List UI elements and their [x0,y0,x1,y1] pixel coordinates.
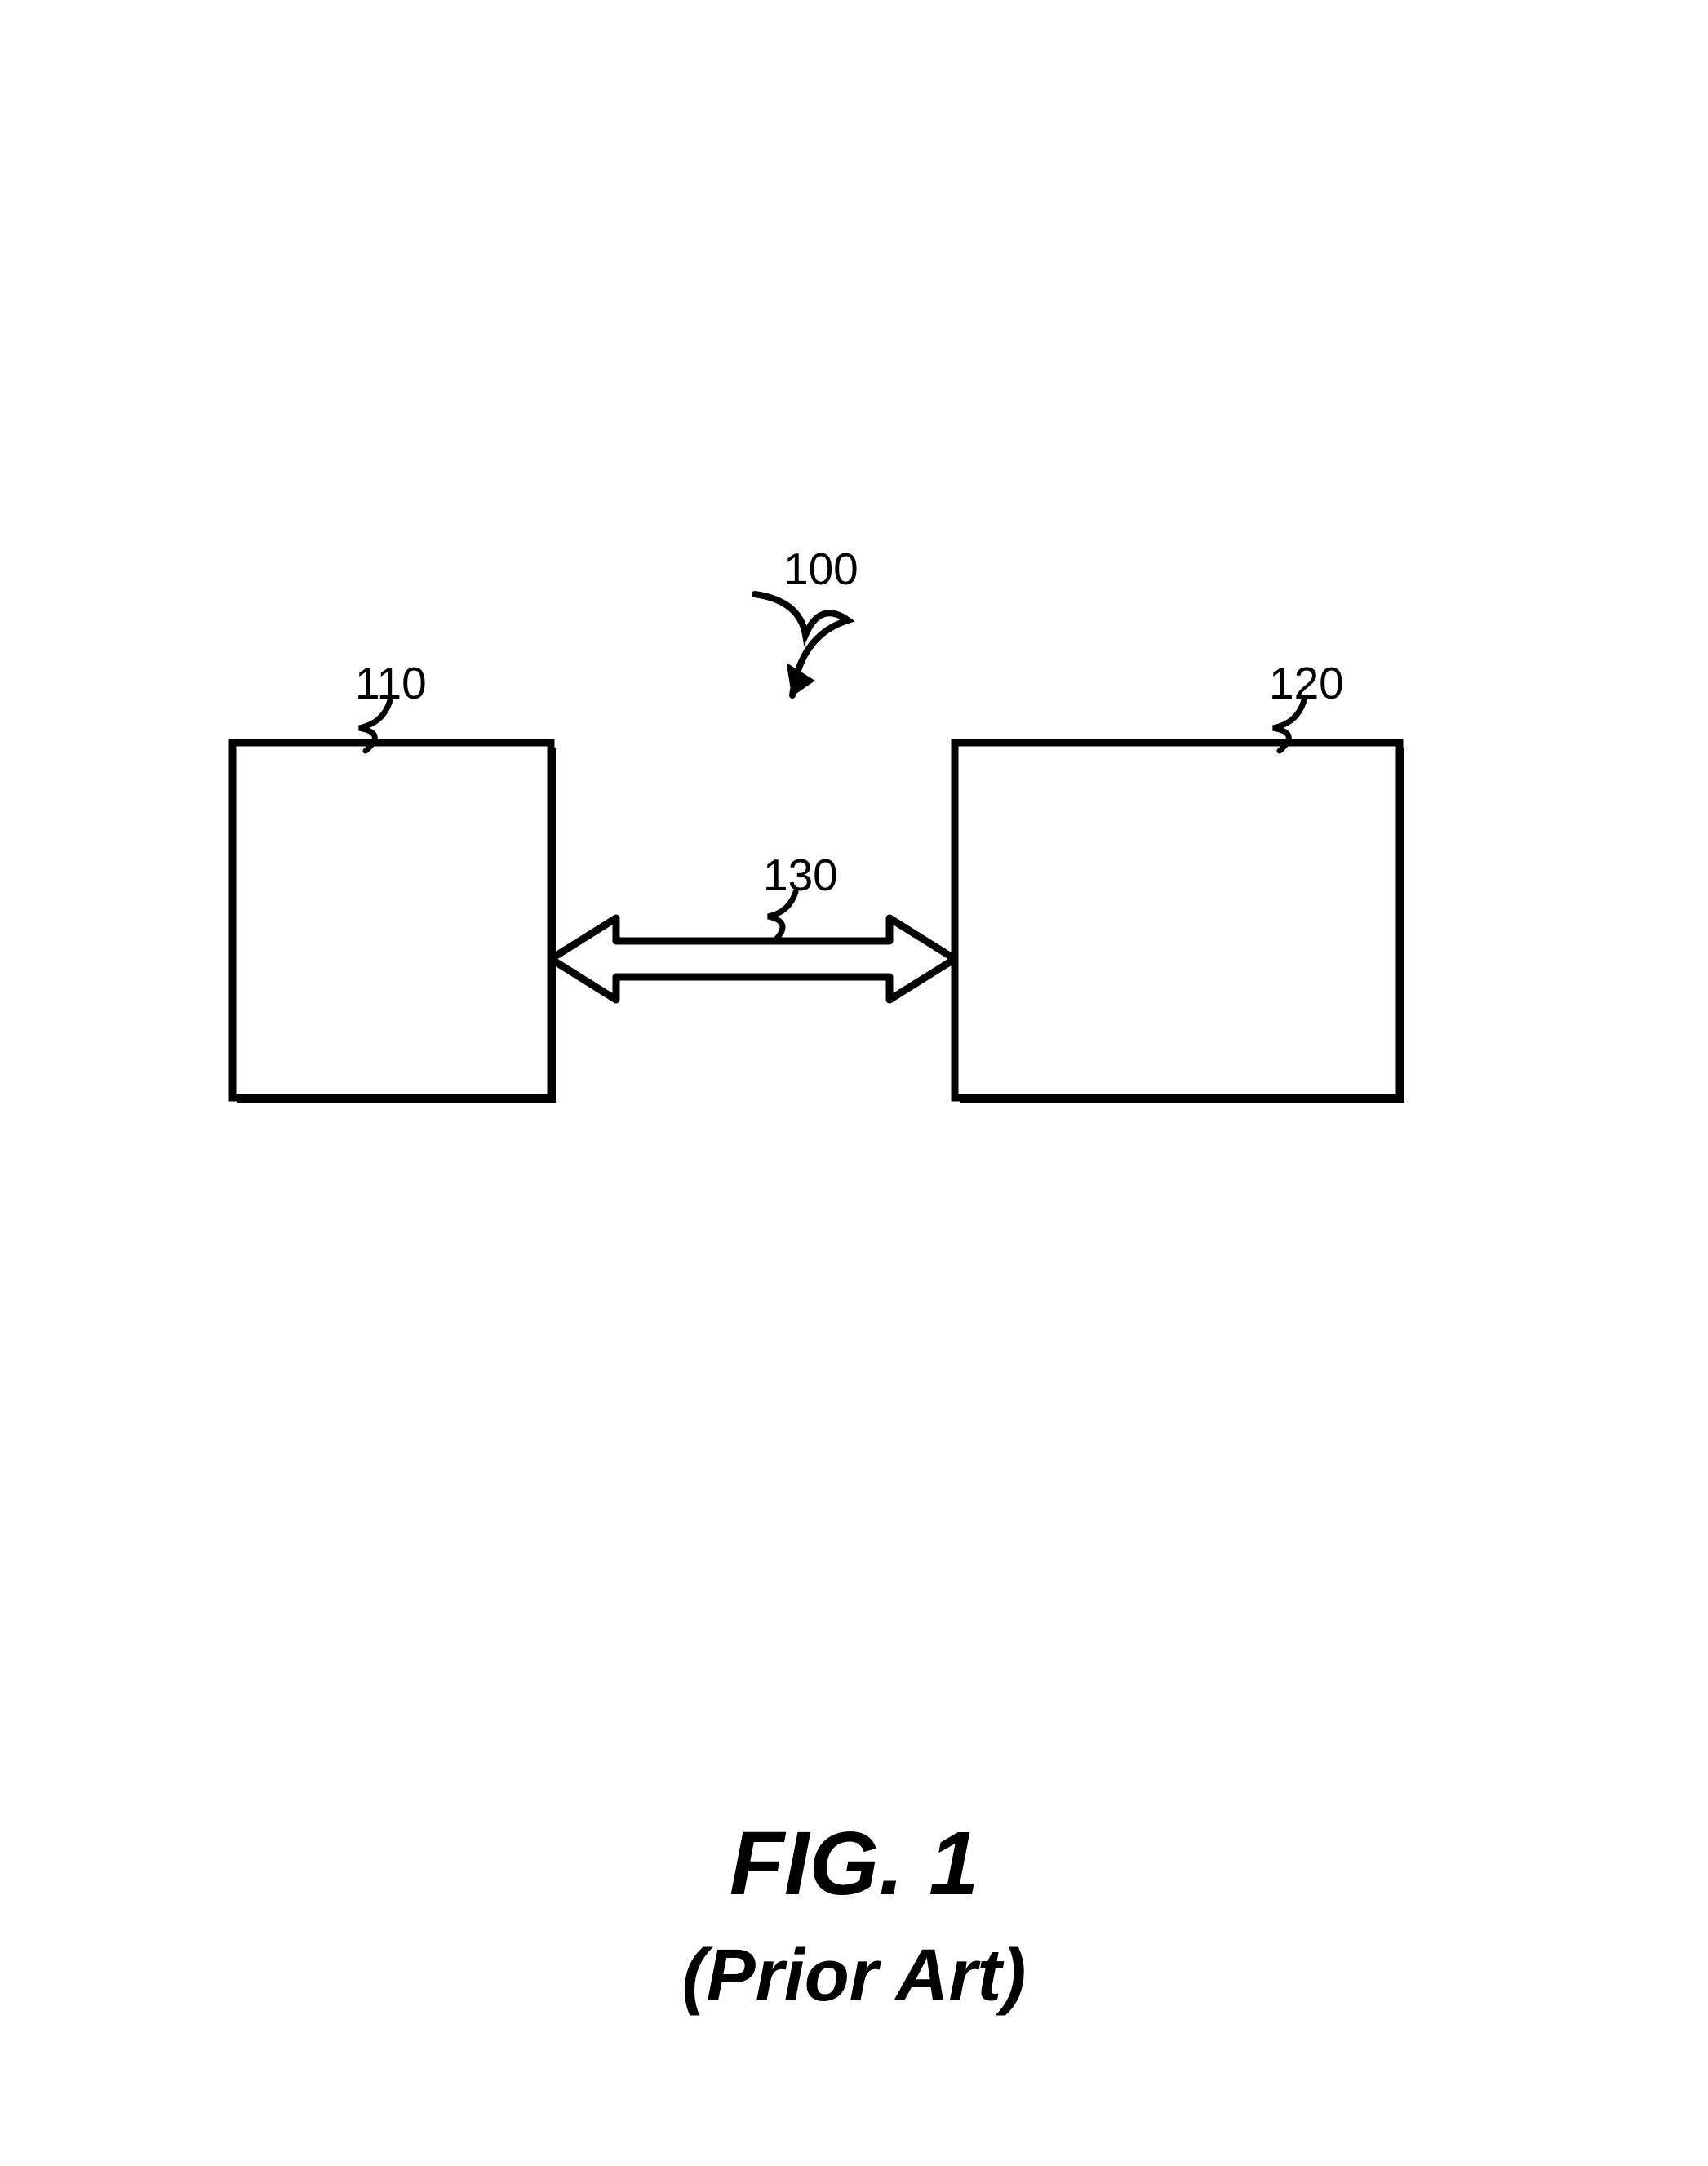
figure-title-container: FIG. 1 [0,1812,1708,1915]
figure-subtitle-container: (Prior Art) [0,1934,1708,2018]
figure-page: 100 110 120 130 FIG. 1 (Prior Art) [0,0,1708,2166]
label-right-block: 120 [1269,657,1344,709]
left-block [233,743,551,1098]
label-system: 100 [783,543,858,595]
label-connector: 130 [763,849,838,901]
figure-title: FIG. 1 [730,1813,979,1914]
label-left-block: 110 [355,657,427,709]
connector-arrow [551,918,955,1000]
figure-subtitle: (Prior Art) [682,1935,1027,2017]
right-block [955,743,1400,1098]
